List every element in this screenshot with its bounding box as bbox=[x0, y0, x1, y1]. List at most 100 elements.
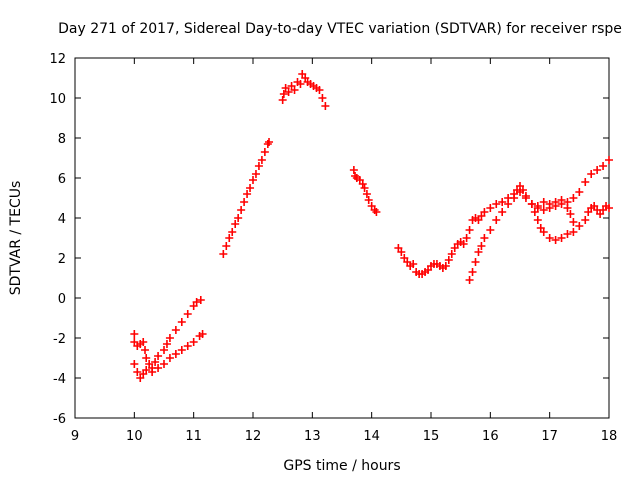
data-points bbox=[130, 70, 613, 382]
data-point bbox=[171, 326, 180, 334]
series-track-d bbox=[349, 166, 381, 216]
data-point bbox=[240, 198, 249, 206]
data-point bbox=[231, 220, 240, 228]
x-tick-label: 16 bbox=[482, 429, 499, 444]
chart-title: Day 271 of 2017, Sidereal Day-to-day VTE… bbox=[58, 21, 622, 37]
data-point bbox=[593, 166, 602, 174]
data-point bbox=[296, 80, 305, 88]
data-point bbox=[581, 216, 590, 224]
data-point bbox=[605, 204, 613, 212]
x-tick-label: 9 bbox=[71, 429, 79, 444]
data-point bbox=[477, 242, 486, 250]
data-point bbox=[133, 368, 142, 376]
x-tick-label: 14 bbox=[363, 429, 380, 444]
data-point bbox=[290, 86, 299, 94]
data-point bbox=[492, 200, 501, 208]
data-point bbox=[318, 94, 327, 102]
data-point bbox=[148, 368, 157, 376]
data-point bbox=[284, 88, 293, 96]
data-point bbox=[474, 248, 483, 256]
data-point bbox=[162, 340, 171, 348]
data-point bbox=[234, 214, 243, 222]
data-point bbox=[362, 190, 371, 198]
data-point bbox=[557, 234, 566, 242]
data-point bbox=[228, 228, 237, 236]
data-point bbox=[225, 234, 234, 242]
data-point bbox=[358, 180, 367, 188]
y-tick-label: -4 bbox=[53, 372, 66, 387]
plot-area-frame bbox=[74, 57, 610, 419]
data-point bbox=[447, 250, 456, 258]
data-point bbox=[605, 156, 613, 164]
x-axis: 9 10 11 12 13 14 15 16 17 18 bbox=[71, 58, 617, 444]
data-point bbox=[279, 90, 288, 98]
data-point bbox=[196, 296, 205, 304]
data-point bbox=[444, 256, 453, 264]
data-point bbox=[177, 318, 186, 326]
data-point bbox=[539, 228, 548, 236]
data-point bbox=[533, 202, 542, 210]
data-point bbox=[183, 342, 192, 350]
data-point bbox=[397, 248, 406, 256]
data-point bbox=[510, 194, 519, 202]
y-tick-label: 10 bbox=[49, 92, 66, 107]
data-point bbox=[372, 208, 381, 216]
data-point bbox=[160, 346, 168, 354]
data-point bbox=[557, 196, 566, 204]
data-point bbox=[219, 250, 228, 258]
y-tick-label: 0 bbox=[58, 292, 66, 307]
data-point bbox=[315, 86, 324, 94]
data-point bbox=[563, 230, 572, 238]
data-point bbox=[480, 234, 489, 242]
series-track-b bbox=[219, 138, 274, 258]
data-point bbox=[575, 188, 584, 196]
data-point bbox=[480, 208, 489, 216]
series-track-a-lower bbox=[130, 330, 207, 382]
data-point bbox=[139, 338, 148, 346]
series-track-c bbox=[278, 70, 330, 110]
data-point bbox=[260, 148, 269, 156]
data-point bbox=[599, 162, 608, 170]
data-point bbox=[198, 330, 207, 338]
y-tick-label: 2 bbox=[58, 252, 66, 267]
series-track-f-dip bbox=[533, 196, 578, 226]
data-point bbox=[165, 354, 174, 362]
data-point bbox=[265, 138, 274, 146]
data-point bbox=[154, 352, 163, 360]
data-point bbox=[504, 200, 513, 208]
data-point bbox=[539, 206, 548, 214]
x-tick-label: 12 bbox=[245, 429, 262, 444]
data-point bbox=[465, 276, 474, 284]
data-point bbox=[360, 184, 369, 192]
data-point bbox=[566, 210, 575, 218]
data-point bbox=[465, 226, 474, 234]
data-point bbox=[587, 170, 596, 178]
data-point bbox=[251, 170, 260, 178]
data-point bbox=[569, 228, 578, 236]
data-point bbox=[569, 194, 578, 202]
data-point bbox=[462, 234, 471, 242]
x-tick-label: 11 bbox=[185, 429, 202, 444]
data-point bbox=[257, 156, 266, 164]
data-point bbox=[545, 234, 554, 242]
data-point bbox=[539, 198, 548, 206]
data-point bbox=[237, 206, 246, 214]
data-point bbox=[551, 236, 560, 244]
series-track-e bbox=[394, 156, 613, 278]
x-tick-label: 15 bbox=[423, 429, 440, 444]
data-point bbox=[130, 360, 139, 368]
data-point bbox=[486, 204, 495, 212]
data-point bbox=[249, 176, 257, 184]
data-point bbox=[533, 216, 542, 224]
data-point bbox=[545, 200, 554, 208]
data-point bbox=[492, 216, 501, 224]
data-point bbox=[142, 354, 151, 362]
data-point bbox=[141, 346, 150, 354]
data-point bbox=[154, 364, 163, 372]
data-point bbox=[563, 204, 572, 212]
data-point bbox=[151, 358, 160, 366]
x-tick-label: 18 bbox=[601, 429, 618, 444]
data-point bbox=[243, 190, 252, 198]
